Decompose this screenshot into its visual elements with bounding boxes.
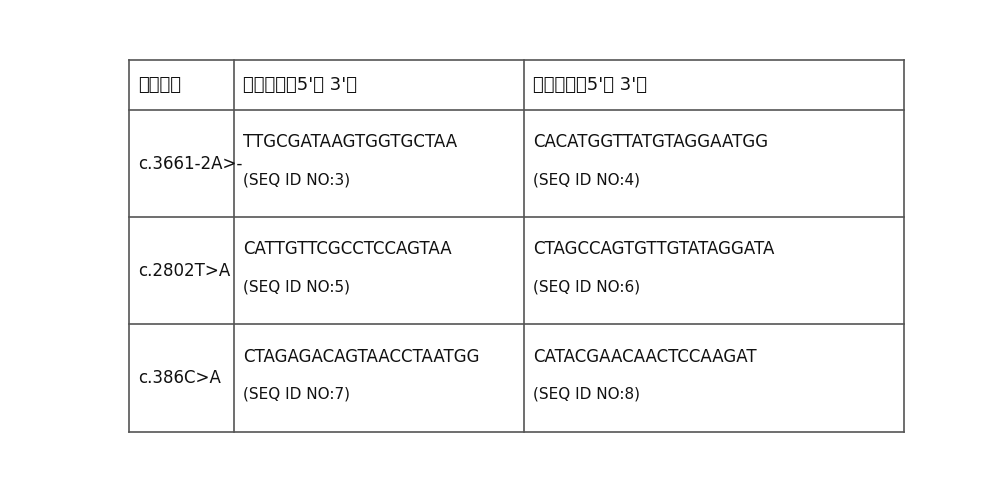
Text: c.2802T>A: c.2802T>A	[138, 262, 230, 280]
Text: (SEQ ID NO:3): (SEQ ID NO:3)	[243, 172, 350, 187]
Text: CATTGTTCGCCTCCAGTAA: CATTGTTCGCCTCCAGTAA	[243, 241, 451, 258]
Text: CTAGAGACAGTAACCTAATGG: CTAGAGACAGTAACCTAATGG	[243, 348, 479, 366]
Text: (SEQ ID NO:4): (SEQ ID NO:4)	[533, 172, 640, 187]
Text: 上游引物（5'至 3'）: 上游引物（5'至 3'）	[243, 76, 357, 94]
Text: CTAGCCAGTGTTGTATAGGATA: CTAGCCAGTGTTGTATAGGATA	[533, 241, 775, 258]
Text: 下游引物（5'至 3'）: 下游引物（5'至 3'）	[533, 76, 647, 94]
Text: CACATGGTTATGTAGGAATGG: CACATGGTTATGTAGGAATGG	[533, 133, 769, 151]
Text: TTGCGATAAGTGGTGCTAA: TTGCGATAAGTGGTGCTAA	[243, 133, 457, 151]
Text: CATACGAACAACTCCAAGAT: CATACGAACAACTCCAAGAT	[533, 348, 757, 366]
Text: 突变位点: 突变位点	[138, 76, 181, 94]
Text: (SEQ ID NO:7): (SEQ ID NO:7)	[243, 387, 350, 402]
Text: (SEQ ID NO:6): (SEQ ID NO:6)	[533, 280, 641, 295]
Text: c.386C>A: c.386C>A	[138, 369, 221, 387]
Text: (SEQ ID NO:8): (SEQ ID NO:8)	[533, 387, 640, 402]
Text: (SEQ ID NO:5): (SEQ ID NO:5)	[243, 280, 350, 295]
Text: c.3661-2A>-: c.3661-2A>-	[138, 155, 243, 172]
